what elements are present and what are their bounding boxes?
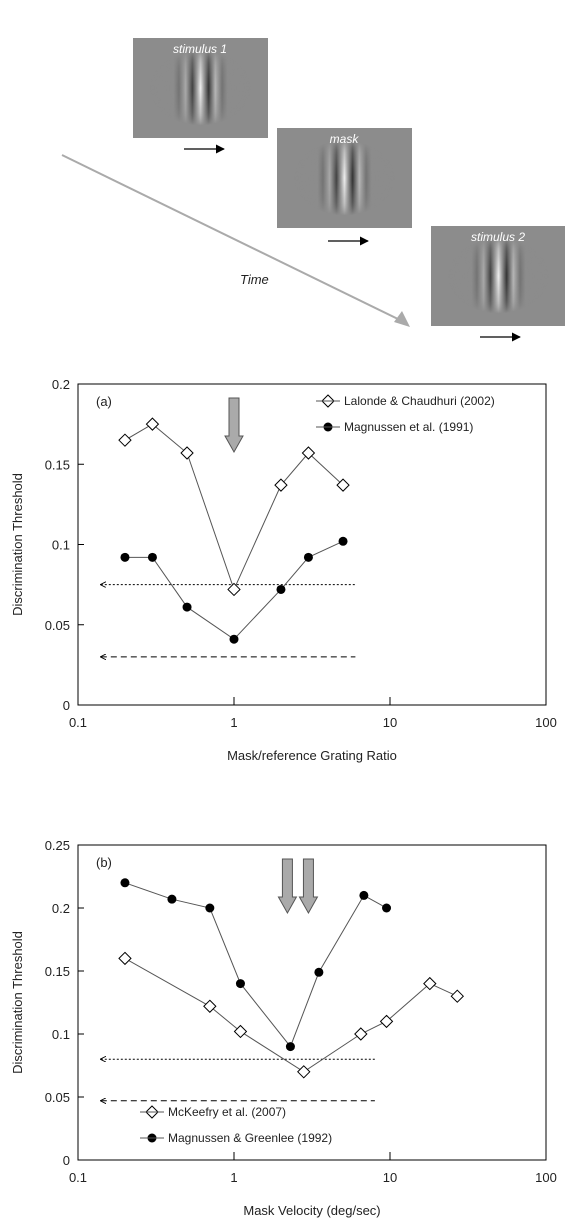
- point: [119, 952, 131, 964]
- legend-label: Magnussen & Greenlee (1992): [168, 1131, 332, 1145]
- x-tick-label: 10: [383, 1170, 397, 1185]
- y-tick-label: 0: [63, 698, 70, 713]
- indicator-arrow: [278, 859, 296, 913]
- point: [120, 553, 129, 562]
- series-line: [125, 883, 387, 1047]
- diagram: Time stimulus 1 mask stimulus 2: [62, 38, 565, 337]
- mask-label: mask: [330, 132, 360, 146]
- point: [120, 878, 129, 887]
- y-tick-label: 0.15: [45, 457, 70, 472]
- x-axis-label: Mask Velocity (deg/sec): [243, 1203, 380, 1218]
- point: [314, 968, 323, 977]
- point: [228, 583, 240, 595]
- point: [298, 1066, 310, 1078]
- stimulus-label: stimulus 1: [173, 42, 227, 56]
- point: [148, 553, 157, 562]
- point: [359, 891, 368, 900]
- point: [304, 553, 313, 562]
- point: [339, 537, 348, 546]
- time-label: Time: [240, 272, 269, 287]
- x-tick-label: 0.1: [69, 1170, 87, 1185]
- y-tick-label: 0.05: [45, 618, 70, 633]
- x-tick-label: 10: [383, 715, 397, 730]
- series-line: [125, 958, 457, 1071]
- point: [205, 904, 214, 913]
- stimulus-label: stimulus 2: [471, 230, 525, 244]
- point: [230, 635, 239, 644]
- x-axis-label: Mask/reference Grating Ratio: [227, 748, 397, 763]
- point: [382, 904, 391, 913]
- y-tick-label: 0.2: [52, 377, 70, 392]
- point: [286, 1042, 295, 1051]
- y-tick-label: 0.25: [45, 838, 70, 853]
- indicator-arrow: [299, 859, 317, 913]
- x-tick-label: 1: [230, 1170, 237, 1185]
- point: [355, 1028, 367, 1040]
- y-axis-label: Discrimination Threshold: [10, 473, 25, 616]
- point: [181, 447, 193, 459]
- point: [236, 979, 245, 988]
- y-tick-label: 0.1: [52, 1027, 70, 1042]
- legend-label: McKeefry et al. (2007): [168, 1105, 286, 1119]
- legend-label: Lalonde & Chaudhuri (2002): [344, 394, 495, 408]
- point: [146, 418, 158, 430]
- y-tick-label: 0.15: [45, 964, 70, 979]
- point: [204, 1000, 216, 1012]
- panel-label: (b): [96, 855, 112, 870]
- point: [119, 434, 131, 446]
- y-axis-label: Discrimination Threshold: [10, 931, 25, 1074]
- point: [167, 895, 176, 904]
- x-tick-label: 100: [535, 1170, 557, 1185]
- point: [276, 585, 285, 594]
- x-tick-label: 0.1: [69, 715, 87, 730]
- panel-label: (a): [96, 394, 112, 409]
- legend-label: Magnussen et al. (1991): [344, 420, 473, 434]
- point: [183, 603, 192, 612]
- y-tick-label: 0: [63, 1153, 70, 1168]
- y-tick-label: 0.05: [45, 1090, 70, 1105]
- y-tick-label: 0.1: [52, 538, 70, 553]
- indicator-arrow: [225, 398, 243, 452]
- y-tick-label: 0.2: [52, 901, 70, 916]
- point: [234, 1025, 246, 1037]
- point: [451, 990, 463, 1002]
- x-tick-label: 1: [230, 715, 237, 730]
- figure: Time stimulus 1 mask stimulus 2 0 0.05 0.1…: [0, 0, 565, 1221]
- x-tick-label: 100: [535, 715, 557, 730]
- time-arrowhead: [394, 311, 410, 327]
